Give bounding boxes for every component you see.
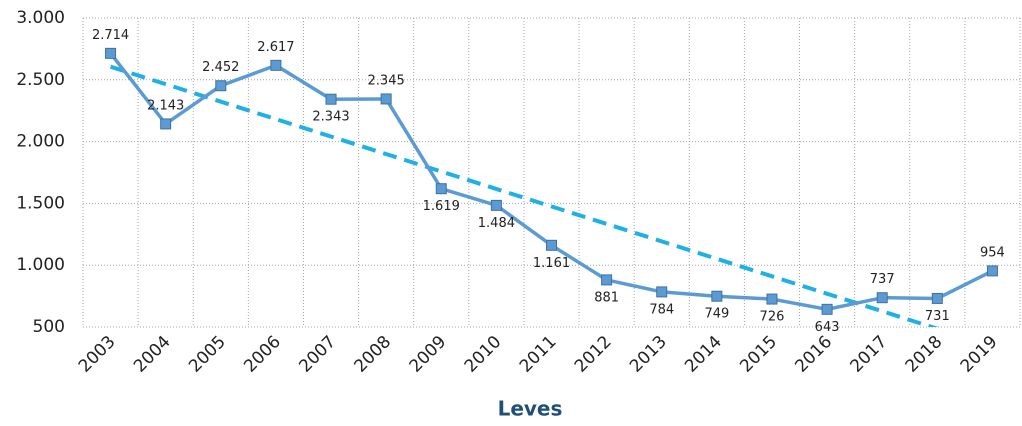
data-label: 2.343 — [312, 110, 349, 125]
x-tick-label: 2019 — [957, 332, 1002, 377]
data-label: 731 — [925, 309, 950, 324]
x-tick-label: 2010 — [461, 332, 506, 377]
y-tick-label: 2.000 — [16, 132, 65, 152]
marker — [876, 292, 888, 304]
data-label: 2.143 — [147, 98, 184, 113]
y-tick-label: 3.000 — [16, 8, 65, 28]
marker — [380, 93, 392, 105]
y-tick-label: 2.500 — [16, 70, 65, 90]
data-label: 954 — [980, 245, 1005, 260]
marker — [270, 59, 282, 71]
x-tick-label: 2016 — [791, 332, 836, 377]
marker — [435, 183, 447, 195]
x-tick-label: 2009 — [406, 332, 451, 377]
data-label: 2.452 — [202, 60, 239, 75]
data-label: 2.345 — [368, 73, 405, 88]
trendline — [109, 64, 939, 327]
data-label: 749 — [704, 307, 729, 322]
marker — [931, 292, 943, 304]
marker — [821, 303, 833, 315]
y-tick-label: 500 — [33, 317, 65, 337]
marker — [160, 118, 172, 130]
x-tick-label: 2015 — [736, 332, 781, 377]
trendline-group — [109, 64, 939, 327]
x-tick-label: 2012 — [571, 332, 616, 377]
x-tick-label: 2017 — [847, 332, 892, 377]
y-tick-label: 1.000 — [16, 255, 65, 275]
x-tick-label: 2008 — [350, 332, 395, 377]
data-label: 737 — [870, 272, 895, 287]
marker — [546, 239, 557, 251]
data-label: 1.484 — [478, 216, 515, 231]
x-tick-label: 2006 — [240, 332, 285, 377]
x-tick-label: 2003 — [75, 332, 120, 377]
marker — [766, 293, 778, 305]
line — [109, 52, 994, 312]
x-tick-label: 2014 — [681, 332, 726, 377]
x-tick-label: 2011 — [516, 332, 561, 377]
marker — [601, 274, 613, 286]
y-tick-label: 1.500 — [16, 193, 65, 213]
marker — [490, 199, 502, 211]
x-tick-label: 2005 — [185, 332, 230, 377]
marker — [105, 47, 117, 59]
x-tick-label: 2004 — [130, 332, 175, 377]
chart-title: Leves — [498, 397, 563, 421]
marker — [986, 265, 998, 277]
data-label: 1.161 — [533, 256, 570, 271]
x-tick-label: 2013 — [626, 332, 671, 377]
marker — [215, 80, 227, 92]
marker — [656, 286, 668, 298]
data-label: 784 — [649, 302, 674, 317]
x-tick-label: 2018 — [902, 332, 947, 377]
data-label: 643 — [815, 320, 840, 335]
marker — [325, 93, 337, 105]
data-label: 2.617 — [257, 40, 294, 55]
data-label: 2.714 — [92, 28, 129, 43]
data-label: 726 — [760, 310, 785, 325]
data-label: 881 — [594, 290, 619, 305]
marker — [711, 290, 723, 302]
x-tick-label: 2007 — [295, 332, 340, 377]
data-label: 1.619 — [423, 199, 460, 214]
